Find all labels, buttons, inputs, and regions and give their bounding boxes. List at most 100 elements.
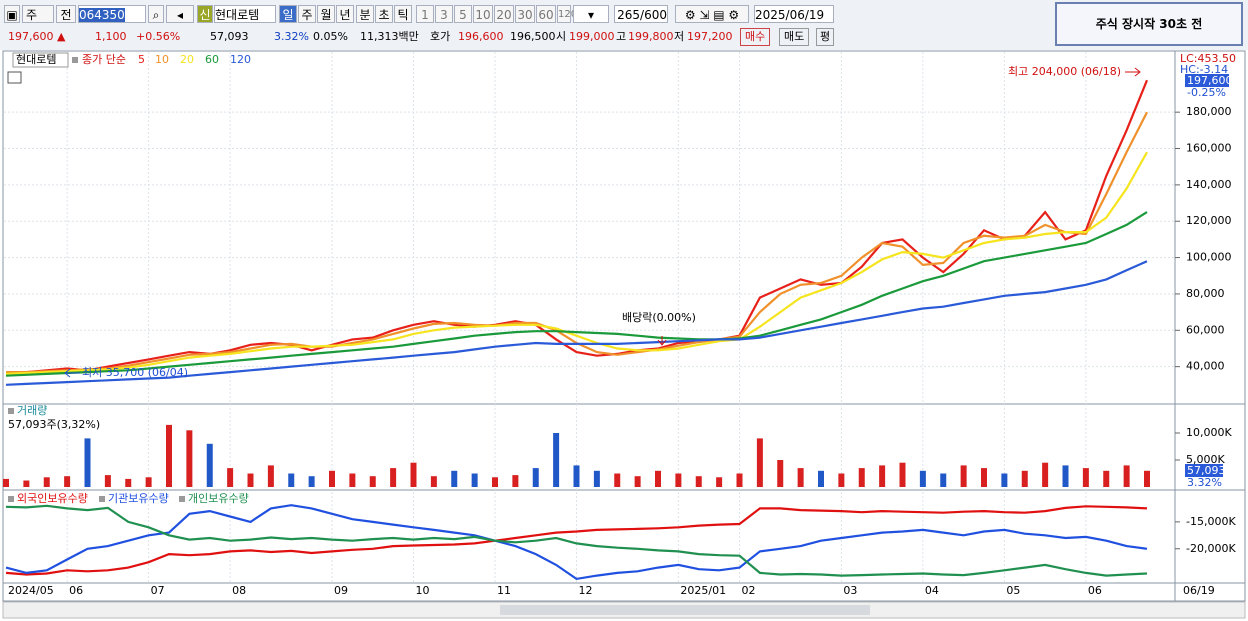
volume-bar — [838, 473, 845, 487]
volume-bar — [675, 473, 682, 487]
volume-bar — [1082, 468, 1089, 487]
x-tick-label: 12 — [579, 584, 593, 597]
period-button[interactable]: 일 — [279, 5, 297, 23]
interval-button[interactable]: 3 — [435, 5, 453, 23]
legend-entry: 5 — [138, 53, 145, 66]
series-line — [5, 151, 1148, 375]
sound-button[interactable]: ◂ — [166, 5, 194, 23]
volume-bar — [553, 433, 560, 487]
tool-icons[interactable]: ⚙ ⇲ ▤ ⚙ — [675, 5, 749, 23]
count: 265 — [617, 8, 641, 22]
volume-bar — [960, 465, 967, 487]
volume-bar — [104, 475, 111, 487]
legend-marker — [99, 496, 105, 502]
volume-bar — [186, 430, 193, 487]
interval-select[interactable]: ▾ — [573, 5, 609, 23]
volume-bar — [471, 473, 478, 487]
interval-button[interactable]: 10 — [473, 5, 493, 23]
price: 197,600 ▲ — [8, 30, 66, 43]
market-select[interactable]: 주 — [22, 5, 54, 23]
x-tick-label: 04 — [925, 584, 939, 597]
series-line — [5, 211, 1148, 377]
legend-label: 종가 단순 — [82, 53, 126, 66]
volume-bar — [1144, 470, 1150, 487]
annotation: 최저 35,700 (06/04) — [82, 366, 188, 379]
interval-button[interactable]: 1 — [416, 5, 434, 23]
period-button[interactable]: 분 — [356, 5, 374, 23]
period-button[interactable]: 주 — [298, 5, 316, 23]
interval-button[interactable]: 20 — [494, 5, 514, 23]
volume-bar — [634, 476, 641, 487]
volume-bar — [1021, 470, 1028, 487]
legend-entry: 20 — [180, 53, 194, 66]
legend-marker — [8, 496, 14, 502]
period-button[interactable]: 월 — [317, 5, 335, 23]
legend-entry: 기관보유수량 — [108, 492, 169, 505]
turnover: 0.05% — [313, 30, 348, 43]
period-button[interactable]: 초 — [375, 5, 393, 23]
high: 199,800 — [628, 30, 674, 43]
volume-bar — [125, 478, 132, 487]
volume-bar — [145, 477, 152, 487]
volume-bar — [349, 473, 356, 487]
volume-bar — [593, 470, 600, 487]
volume-bar — [206, 443, 213, 487]
table-icon[interactable] — [7, 71, 22, 84]
notice: 주식 장시작 30초 전 — [1055, 2, 1243, 46]
volume-bar — [410, 462, 417, 487]
period-button[interactable]: 년 — [336, 5, 354, 23]
volume-bar — [390, 468, 397, 487]
x-tick-label: 02 — [742, 584, 756, 597]
volume-bar — [736, 473, 743, 487]
volume-subtitle: 57,093주(3,32%) — [8, 418, 100, 431]
side-label: -0.25% — [1187, 86, 1226, 99]
volume-bar — [858, 468, 865, 487]
interval-button[interactable]: 120 — [557, 5, 577, 23]
side-label: LC:453.50 — [1180, 52, 1236, 65]
volume-bar — [43, 477, 50, 487]
series-line — [5, 504, 1148, 581]
y-tick-label: 180,000 — [1186, 105, 1232, 118]
date-input[interactable]: 2025/06/19 — [754, 5, 834, 23]
period-button[interactable]: 틱 — [394, 5, 412, 23]
x-tick-label: 06 — [1088, 584, 1102, 597]
x-tick-label: 11 — [497, 584, 511, 597]
interval-button[interactable]: 60 — [536, 5, 556, 23]
max-count: /600 — [640, 8, 667, 22]
volume-bar — [655, 470, 661, 487]
legend-entry: 개인보유수량 — [188, 492, 249, 505]
volume-bar — [267, 465, 274, 487]
volume-bar — [23, 480, 30, 487]
volume-bar — [227, 468, 234, 487]
sell-button[interactable]: 매도 — [779, 28, 810, 46]
y-tick-label: 160,000 — [1186, 142, 1232, 155]
volume-bar — [756, 438, 763, 487]
volume-bar — [797, 468, 804, 487]
volume-bar — [166, 424, 172, 487]
avg-button[interactable]: 평 — [816, 28, 835, 46]
change-rate: +0.56% — [136, 30, 181, 43]
annotation-arrow — [657, 336, 667, 346]
chart-frame — [2, 50, 1246, 602]
x-tick-label: 06 — [69, 584, 83, 597]
current-price: 197,600 — [1187, 74, 1233, 87]
x-tick-label: 05 — [1006, 584, 1020, 597]
volume-bar — [716, 477, 723, 487]
bid: 196,500 — [510, 30, 556, 43]
volume-bar — [308, 476, 315, 487]
interval-button[interactable]: 5 — [454, 5, 472, 23]
volume-bar — [451, 470, 458, 487]
code-input[interactable]: 064350 — [78, 5, 146, 23]
count-box[interactable]: 265/600 — [614, 5, 668, 23]
volume-bar — [512, 475, 519, 487]
volume-bar — [288, 473, 295, 487]
buy-button[interactable]: 매수 — [740, 28, 771, 46]
volume-bar — [879, 465, 886, 487]
interval-button[interactable]: 30 — [515, 5, 535, 23]
search-button[interactable]: ⌕ — [148, 5, 164, 23]
annotation: 최고 204,000 (06/18) — [1008, 65, 1121, 78]
scroll-thumb[interactable] — [500, 605, 870, 615]
y-tick-label: 140,000 — [1186, 178, 1232, 191]
prev-button[interactable]: 전 — [56, 5, 76, 23]
volume-bar — [1062, 465, 1069, 487]
